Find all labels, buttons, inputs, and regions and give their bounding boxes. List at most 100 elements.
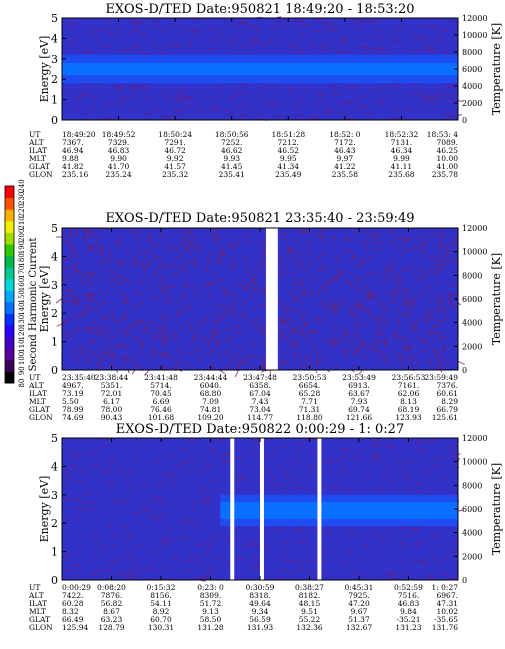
heatmap-pixel — [436, 279, 439, 284]
heatmap-pixel — [151, 42, 158, 46]
heatmap-pixel — [393, 331, 396, 336]
orbit-value: 235.78 — [432, 170, 458, 179]
heatmap-pixel — [247, 53, 252, 55]
heatmap-pixel — [402, 238, 407, 241]
heatmap-pixel — [309, 258, 313, 264]
heatmap-pixel — [218, 441, 224, 443]
heatmap-pixel — [130, 88, 138, 91]
heatmap-pixel — [387, 275, 391, 278]
orbit-value: 58.50 — [200, 615, 222, 624]
heatmap-pixel — [398, 541, 406, 545]
heatmap-pixel — [127, 358, 135, 361]
heatmap-pixel — [447, 293, 452, 302]
heatmap-pixel — [362, 296, 371, 299]
orbit-value: 8.29 — [441, 397, 458, 406]
heatmap-pixel — [110, 351, 115, 357]
heatmap-pixel — [443, 304, 446, 310]
heatmap-pixel — [267, 470, 273, 473]
heatmap-pixel — [142, 52, 150, 56]
heatmap-pixel — [120, 314, 128, 321]
heatmap-pixel — [390, 107, 399, 110]
heatmap-pixel — [411, 301, 413, 307]
heatmap-pixel — [180, 240, 187, 245]
heatmap-pixel — [346, 236, 350, 243]
heatmap-pixel — [368, 254, 374, 260]
heatmap-pixel — [319, 235, 325, 243]
heatmap-pixel — [160, 537, 169, 541]
heatmap-pixel — [339, 473, 345, 476]
heatmap-pixel — [103, 291, 106, 297]
heatmap-pixel — [183, 519, 192, 521]
orbit-value: 56.59 — [249, 615, 271, 624]
heatmap-pixel — [206, 259, 211, 264]
heatmap-pixel — [284, 491, 289, 493]
heatmap-pixel — [438, 253, 446, 261]
heatmap-pixel — [291, 350, 297, 359]
y-tick-label: 2 — [51, 517, 58, 530]
heatmap-pixel — [445, 92, 455, 95]
heatmap-pixel — [234, 369, 240, 378]
heatmap-pixel — [434, 272, 440, 275]
heatmap-pixel — [346, 100, 355, 103]
heatmap-pixel — [157, 502, 165, 505]
heatmap-pixel — [391, 569, 397, 572]
heatmap-pixel — [128, 557, 136, 559]
heatmap-pixel — [354, 329, 360, 337]
heatmap-pixel — [232, 262, 236, 266]
heatmap-pixel — [177, 520, 185, 522]
heatmap-pixel — [109, 483, 116, 486]
y-tick-label: 4 — [51, 32, 58, 45]
heatmap-pixel — [341, 273, 346, 277]
orbit-value: 114.77 — [247, 413, 273, 422]
heatmap-pixel — [239, 45, 247, 49]
orbit-value: 74.81 — [200, 405, 221, 414]
heatmap-pixel — [398, 308, 401, 317]
orbit-value: 60.70 — [150, 615, 172, 624]
heatmap-pixel — [250, 296, 253, 301]
heatmap-pixel — [418, 235, 424, 244]
heatmap-pixel — [298, 253, 303, 255]
heatmap-pixel — [129, 325, 134, 328]
heatmap-pixel — [78, 344, 83, 351]
heatmap-pixel — [185, 41, 194, 44]
orbit-value: 9.95 — [280, 154, 297, 163]
heatmap-pixel — [133, 303, 140, 310]
heatmap-pixel — [234, 528, 240, 531]
heatmap-pixel — [403, 237, 409, 240]
heatmap-pixel — [140, 569, 148, 572]
heatmap-pixel — [349, 350, 357, 356]
heatmap-pixel — [278, 484, 285, 487]
heatmap-pixel — [92, 326, 99, 332]
y2-tick-label: 6000 — [462, 295, 482, 304]
heatmap-pixel — [322, 531, 330, 533]
heatmap-pixel — [350, 309, 357, 315]
heatmap-pixel — [393, 290, 401, 294]
heatmap-pixel — [377, 241, 383, 244]
heatmap-pixel — [415, 542, 423, 545]
heatmap-pixel — [304, 439, 309, 442]
heatmap-pixel — [333, 277, 339, 282]
heatmap-pixel — [349, 339, 354, 344]
heatmap-pixel — [289, 292, 295, 298]
heatmap-pixel — [352, 314, 359, 323]
heatmap-pixel — [100, 30, 105, 32]
heatmap-pixel — [366, 89, 375, 91]
orbit-value: 7876. — [101, 591, 122, 600]
heatmap-pixel — [264, 454, 273, 457]
orbit-value: 76.46 — [150, 405, 172, 414]
heatmap-pixel — [297, 331, 305, 337]
y-tick-label: 1 — [51, 336, 58, 349]
heatmap-pixel — [432, 97, 441, 100]
heatmap-pixel — [425, 315, 429, 324]
orbit-value: 130.31 — [148, 623, 174, 632]
heatmap-pixel — [369, 48, 378, 51]
heatmap-pixel — [177, 337, 180, 341]
heatmap-pixel — [109, 102, 114, 104]
heatmap-pixel — [147, 321, 154, 325]
heatmap-pixel — [132, 257, 139, 261]
colorbar-tick-label: 220 — [18, 204, 26, 217]
heatmap-pixel — [147, 567, 155, 570]
y2-tick-label: 4000 — [462, 82, 482, 91]
heatmap-pixel — [332, 299, 338, 301]
panel-title: EXOS-D/TED Date:950822 0:00:29 - 1: 0:27 — [116, 422, 404, 437]
